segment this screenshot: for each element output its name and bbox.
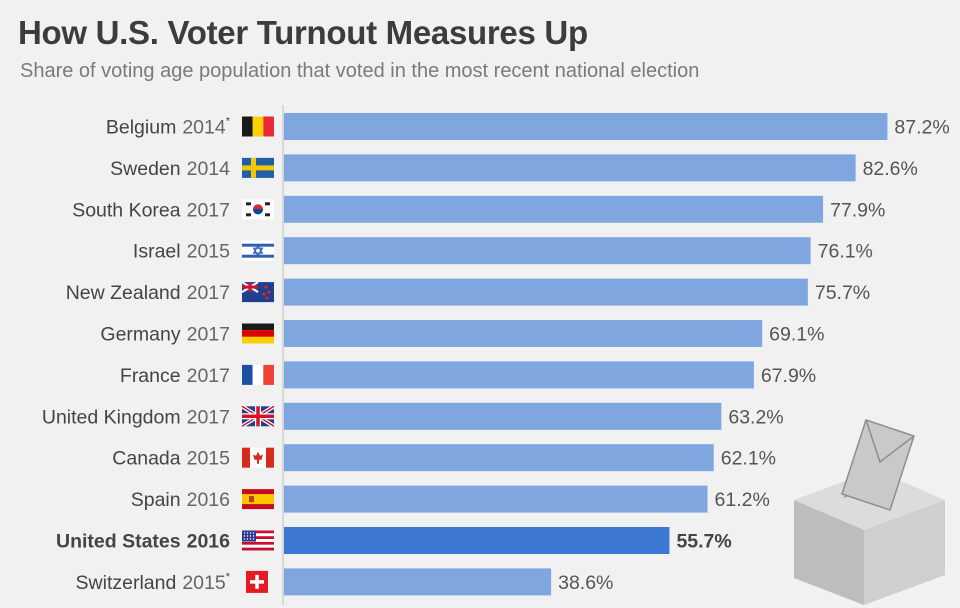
election-year: 2017 bbox=[187, 199, 230, 221]
bar bbox=[284, 568, 552, 596]
israel-flag-icon bbox=[242, 240, 274, 261]
belgium-flag-icon bbox=[242, 116, 274, 137]
ballot-box-right-side bbox=[864, 500, 945, 605]
country-name: United States bbox=[56, 531, 181, 553]
data-label: 63.2% bbox=[728, 406, 783, 428]
footnote-marker: * bbox=[226, 116, 231, 128]
bar bbox=[284, 485, 708, 513]
election-year: 2014 bbox=[187, 158, 231, 180]
chart-subtitle: Share of voting age population that vote… bbox=[20, 60, 700, 82]
data-label: 62.1% bbox=[721, 448, 776, 470]
category-label: Israel 2015 bbox=[133, 241, 230, 263]
bar bbox=[284, 113, 888, 140]
country-name: Spain bbox=[131, 489, 181, 511]
category-label: Spain 2016 bbox=[131, 489, 230, 511]
data-label: 67.9% bbox=[761, 365, 816, 387]
country-name: France bbox=[120, 365, 181, 387]
election-year: 2017 bbox=[187, 324, 230, 346]
election-year: 2017 bbox=[187, 282, 230, 304]
united-states-flag-icon bbox=[242, 530, 274, 551]
bar bbox=[284, 402, 722, 430]
category-label: United States 2016 bbox=[56, 531, 230, 553]
election-year: 2016 bbox=[187, 531, 231, 553]
country-name: Israel bbox=[133, 241, 181, 263]
data-label: 87.2% bbox=[894, 117, 949, 139]
spain-flag-icon bbox=[242, 489, 274, 510]
election-year: 2014 bbox=[182, 117, 226, 139]
chart-title: How U.S. Voter Turnout Measures Up bbox=[18, 14, 588, 51]
united-kingdom-flag-icon bbox=[240, 404, 276, 428]
data-label: 82.6% bbox=[863, 158, 918, 180]
election-year: 2015 bbox=[187, 448, 231, 470]
data-label: 75.7% bbox=[815, 282, 870, 304]
envelope-flap bbox=[865, 419, 915, 464]
election-year: 2015 bbox=[182, 572, 226, 594]
category-label: Canada 2015 bbox=[112, 448, 230, 470]
data-label: 61.2% bbox=[715, 489, 770, 511]
sweden-flag-icon bbox=[242, 157, 274, 178]
category-label: New Zealand 2017 bbox=[66, 282, 230, 304]
france-flag-icon bbox=[242, 364, 274, 385]
election-year: 2016 bbox=[187, 489, 230, 511]
category-label: France 2017 bbox=[120, 365, 230, 387]
germany-flag-icon bbox=[242, 323, 274, 344]
south-korea-flag-icon bbox=[242, 199, 274, 220]
canada-flag-icon bbox=[242, 447, 274, 468]
country-name: Canada bbox=[112, 448, 180, 470]
category-label: Switzerland 2015* bbox=[76, 571, 231, 594]
bar bbox=[284, 237, 811, 265]
bar bbox=[284, 278, 808, 306]
bar bbox=[284, 195, 824, 223]
country-name: New Zealand bbox=[66, 282, 181, 304]
election-year: 2015 bbox=[187, 241, 231, 263]
category-label: Belgium 2014* bbox=[106, 116, 231, 139]
data-label: 38.6% bbox=[558, 572, 613, 594]
footnote-marker: * bbox=[226, 571, 231, 583]
new-zealand-flag-icon bbox=[241, 281, 274, 303]
category-label: Germany 2017 bbox=[100, 324, 230, 346]
category-label: Sweden 2014 bbox=[110, 158, 230, 180]
country-name: South Korea bbox=[72, 199, 181, 221]
data-label: 69.1% bbox=[769, 324, 824, 346]
bar bbox=[284, 361, 754, 389]
data-label: 76.1% bbox=[818, 241, 873, 263]
category-label: United Kingdom 2017 bbox=[42, 406, 230, 428]
country-name: United Kingdom bbox=[42, 406, 181, 428]
switzerland-flag-icon bbox=[246, 570, 268, 593]
ballot-box-left-side bbox=[794, 500, 864, 605]
country-name: Sweden bbox=[110, 158, 180, 180]
election-year: 2017 bbox=[187, 406, 230, 428]
ballot-box-illustration bbox=[794, 419, 945, 605]
country-name: Belgium bbox=[106, 117, 176, 139]
country-name: Germany bbox=[100, 324, 180, 346]
category-label: South Korea 2017 bbox=[72, 199, 230, 221]
bar bbox=[284, 444, 714, 472]
bar bbox=[284, 154, 856, 182]
data-label: 55.7% bbox=[676, 531, 731, 553]
bar bbox=[284, 320, 763, 347]
election-year: 2017 bbox=[187, 365, 230, 387]
country-name: Switzerland bbox=[76, 572, 177, 594]
data-label: 77.9% bbox=[830, 199, 885, 221]
bar-highlighted bbox=[284, 527, 670, 554]
